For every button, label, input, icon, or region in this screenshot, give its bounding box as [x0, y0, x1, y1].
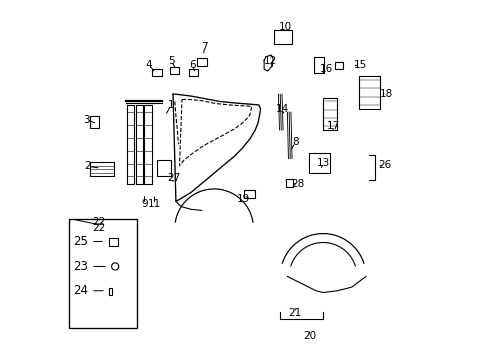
Text: 13: 13 [317, 158, 330, 168]
Text: 8: 8 [291, 138, 298, 148]
Text: 3: 3 [83, 115, 90, 125]
Text: 24: 24 [73, 284, 87, 297]
Text: 11: 11 [147, 199, 161, 209]
Bar [358, 76, 379, 109]
Bar [323, 98, 337, 130]
Text: 1: 1 [167, 100, 174, 110]
Text: 18: 18 [379, 89, 392, 99]
Text: 22: 22 [92, 223, 105, 233]
Text: 4: 4 [145, 60, 152, 70]
Bar [285, 179, 292, 187]
Text: 25: 25 [73, 235, 87, 248]
Text: 6: 6 [189, 60, 196, 70]
Bar [334, 62, 343, 68]
Text: 21: 21 [288, 308, 301, 318]
Text: 7: 7 [201, 42, 207, 52]
Text: 28: 28 [291, 179, 304, 189]
Bar [151, 69, 162, 76]
Text: 16: 16 [319, 64, 332, 73]
Bar [170, 67, 179, 73]
Text: 26: 26 [377, 160, 390, 170]
Text: 12: 12 [263, 57, 276, 66]
Text: 17: 17 [326, 121, 339, 131]
Bar [244, 190, 254, 198]
Text: 20: 20 [303, 332, 315, 342]
Text: 2: 2 [84, 161, 91, 171]
Bar [90, 116, 99, 128]
Bar [273, 30, 291, 44]
Text: 15: 15 [353, 60, 366, 70]
Text: 10: 10 [279, 22, 291, 32]
Text: 5: 5 [168, 57, 175, 66]
Text: 22: 22 [92, 217, 105, 227]
Bar [108, 238, 118, 246]
Bar [308, 153, 329, 173]
Text: 27: 27 [167, 173, 180, 183]
Text: 14: 14 [275, 104, 288, 114]
Bar [313, 57, 324, 73]
Bar [197, 58, 207, 66]
Bar [108, 288, 112, 295]
Text: 23: 23 [73, 260, 87, 273]
Bar [157, 160, 171, 176]
Text: 9: 9 [141, 199, 147, 209]
Text: 19: 19 [237, 194, 250, 203]
Bar [189, 69, 198, 76]
Bar [69, 219, 137, 328]
